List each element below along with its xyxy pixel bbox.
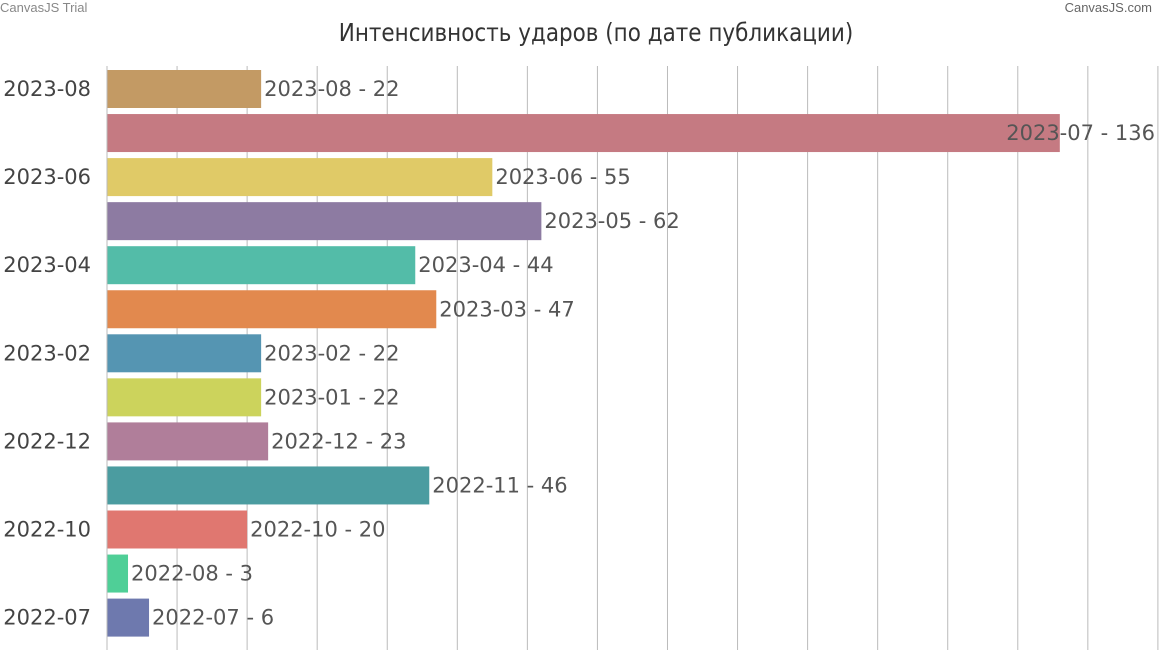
bar-data-label: 2023-04 - 44 (418, 253, 553, 277)
bar[interactable] (107, 158, 493, 197)
bar-data-label: 2023-05 - 62 (544, 209, 679, 233)
bar[interactable] (107, 598, 150, 637)
bar[interactable] (107, 554, 129, 593)
bar-data-label: 2023-02 - 22 (264, 341, 399, 365)
bars (107, 70, 1060, 637)
bar-data-label: 2022-11 - 46 (432, 473, 567, 497)
bar-data-label: 2022-08 - 3 (131, 562, 253, 586)
bar[interactable] (107, 114, 1060, 153)
bar[interactable] (107, 378, 262, 417)
x-axis-ticks (106, 66, 1159, 650)
bar-data-label: 2022-07 - 6 (152, 606, 274, 630)
y-tick-label: 2023-06 (3, 165, 91, 189)
bar[interactable] (107, 70, 262, 108)
bar-data-label: 2023-03 - 47 (439, 297, 574, 321)
bar[interactable] (107, 334, 262, 373)
bar-data-label: 2022-10 - 20 (250, 518, 385, 542)
chart-title: Интенсивность ударов (по дате публикации… (338, 18, 854, 47)
y-tick-label: 2023-08 (3, 77, 91, 101)
bar[interactable] (107, 290, 437, 329)
y-tick-label: 2022-10 (3, 518, 91, 542)
y-tick-label: 2023-04 (3, 253, 91, 277)
bar[interactable] (107, 246, 416, 285)
bar[interactable] (107, 466, 430, 505)
credit-right[interactable]: CanvasJS.com (1064, 0, 1152, 15)
data-labels: 2023-08 - 22 2023-07 - 136 2023-06 - 55 202… (131, 77, 1155, 630)
bar-data-label: 2023-08 - 22 (264, 77, 399, 101)
bar[interactable] (107, 202, 542, 241)
y-tick-label: 2023-02 (3, 341, 91, 365)
credit-left: CanvasJS Trial (0, 0, 88, 15)
y-tick-label: 2022-12 (3, 429, 91, 453)
bar[interactable] (107, 510, 248, 549)
bar-data-label: 2023-01 - 22 (264, 385, 399, 409)
bar-data-label: 2023-06 - 55 (495, 165, 630, 189)
grid-lines (176, 66, 1159, 643)
bar[interactable] (107, 422, 269, 461)
y-axis-tick-labels: 2023-08 2023-06 2023-04 2023-02 2022-12 2022-… (3, 77, 91, 630)
bar-data-label: 2023-07 - 136 (1006, 121, 1155, 145)
y-tick-label: 2022-07 (3, 606, 91, 630)
bar-data-label: 2022-12 - 23 (271, 429, 406, 453)
